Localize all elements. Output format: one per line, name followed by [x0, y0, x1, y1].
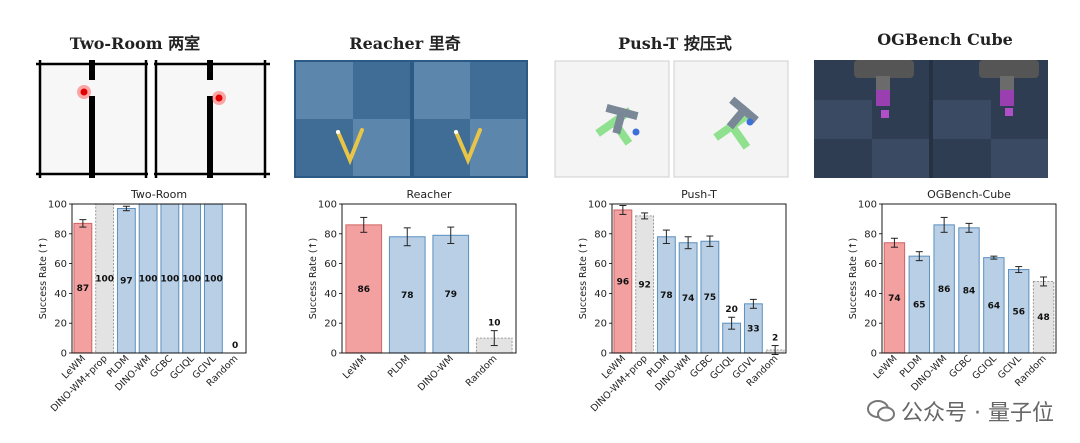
bar-value-label: 100	[160, 275, 179, 285]
y-tick-label: 20	[594, 319, 607, 330]
bar-value-label: 65	[913, 301, 926, 311]
y-axis-label: Success Rate (↑)	[308, 238, 319, 319]
y-tick-label: 40	[864, 289, 877, 300]
y-tick-label: 60	[864, 259, 877, 270]
panel-ogbench-cube: OGBench Cube OGBench-Cube Success Rate (↑…	[810, 0, 1080, 443]
bar-value-label: 48	[1037, 313, 1050, 323]
env-title: Two-Room 两室	[69, 34, 201, 53]
env-title: Push-T 按压式	[618, 34, 732, 53]
bar-value-label: 74	[682, 294, 695, 304]
bar-value-label: 84	[963, 286, 976, 296]
bar-value-label: 64	[988, 301, 1001, 311]
y-tick-label: 0	[61, 349, 67, 360]
bar-value-label: 86	[938, 285, 951, 295]
reacher-thumbnail	[294, 60, 528, 178]
x-tick-label: GCIQL	[970, 353, 999, 382]
panel-two-room: Two-Room 两室 Two-Room Success Rate (↑	[0, 0, 270, 443]
y-tick-label: 0	[601, 349, 607, 360]
wechat-icon	[867, 399, 896, 423]
y-tick-label: 0	[871, 349, 877, 360]
bar-value-label: 87	[77, 284, 90, 294]
bar-value-label: 75	[704, 293, 717, 303]
y-tick-label: 100	[318, 200, 337, 211]
bar-value-label: 74	[888, 294, 901, 304]
y-tick-label: 100	[858, 200, 877, 211]
watermark-text: 公众号 · 量子位	[901, 401, 1054, 426]
ogbench-scene	[814, 60, 1048, 178]
two-room-scene	[36, 60, 270, 178]
plot-frame	[341, 203, 517, 354]
chart-title: Reacher	[407, 188, 452, 201]
y-axis-label: Success Rate (↑)	[848, 238, 859, 319]
y-tick-label: 40	[54, 289, 67, 300]
plot-frame	[71, 203, 247, 354]
push-t-thumbnail	[554, 60, 790, 178]
bar-value-label: 100	[95, 275, 114, 285]
bar-value-label: 0	[232, 341, 238, 351]
chart-title: Push-T	[681, 188, 717, 201]
x-tick-label: LeWM	[341, 353, 369, 381]
x-tick-label: Random	[464, 353, 500, 389]
y-tick-label: 20	[54, 319, 67, 330]
watermark: 公众号 · 量子位	[867, 395, 1054, 427]
x-tick-label: GCIQL	[708, 353, 737, 382]
chart-ogbench-cube: OGBench-Cube Success Rate (↑) 0 20 40 60 80 100…	[848, 188, 1057, 393]
panel-reacher: Reacher 里奇 Reacher Success Rate (↑) 0 20 40 6…	[270, 0, 540, 443]
chart-title: OGBench-Cube	[927, 188, 1011, 201]
plot-frame	[611, 203, 787, 354]
x-tick-label: GCBC	[947, 353, 974, 380]
bar-value-label: 78	[401, 291, 414, 301]
bar-value-label: 96	[617, 277, 630, 287]
y-tick-label: 20	[864, 319, 877, 330]
two-room-thumbnail	[36, 60, 270, 178]
bar-value-label: 100	[139, 275, 158, 285]
bar-value-label: 92	[638, 280, 651, 290]
y-tick-label: 80	[594, 229, 607, 240]
x-tick-label: DINO-WM	[416, 353, 456, 393]
y-axis-label: Success Rate (↑)	[578, 238, 589, 319]
y-tick-label: 80	[864, 229, 877, 240]
panel-push-t: Push-T 按压式 Push-T Su	[540, 0, 810, 443]
ogbench-thumbnail	[814, 60, 1048, 178]
env-title: Reacher 里奇	[349, 34, 461, 53]
y-tick-label: 100	[588, 200, 607, 211]
bar-value-label: 100	[182, 275, 201, 285]
bar-value-label: 56	[1012, 307, 1025, 317]
bar-value-label: 86	[357, 285, 370, 295]
bar-value-label: 78	[660, 291, 673, 301]
bar-value-label: 79	[444, 290, 457, 300]
y-tick-label: 80	[324, 229, 337, 240]
y-tick-label: 60	[54, 259, 67, 270]
env-title: OGBench Cube	[877, 30, 1013, 49]
plot-frame	[881, 203, 1057, 354]
bar-value-label: 100	[204, 275, 223, 285]
y-tick-label: 40	[324, 289, 337, 300]
y-axis-label: Success Rate (↑)	[38, 238, 49, 319]
bar-value-label: 20	[725, 305, 738, 315]
y-tick-label: 60	[324, 259, 337, 270]
y-tick-label: 60	[594, 259, 607, 270]
chart-title: Two-Room	[130, 188, 187, 201]
y-tick-label: 0	[331, 349, 337, 360]
y-tick-label: 80	[54, 229, 67, 240]
push-t-scene	[554, 60, 790, 178]
x-tick-label: PLDM	[386, 353, 413, 380]
x-tick-label: GCIQL	[168, 353, 197, 382]
y-tick-label: 40	[594, 289, 607, 300]
bar-value-label: 10	[488, 319, 501, 329]
bar-value-label: 33	[747, 324, 760, 334]
bar-value-label: 2	[772, 334, 778, 344]
y-tick-label: 100	[48, 200, 67, 211]
chart-reacher: Reacher Success Rate (↑) 0 20 40 60 80 100 86 LeW…	[308, 188, 517, 393]
y-tick-label: 20	[324, 319, 337, 330]
bar-value-label: 97	[120, 277, 133, 287]
reacher-scene	[294, 60, 528, 178]
